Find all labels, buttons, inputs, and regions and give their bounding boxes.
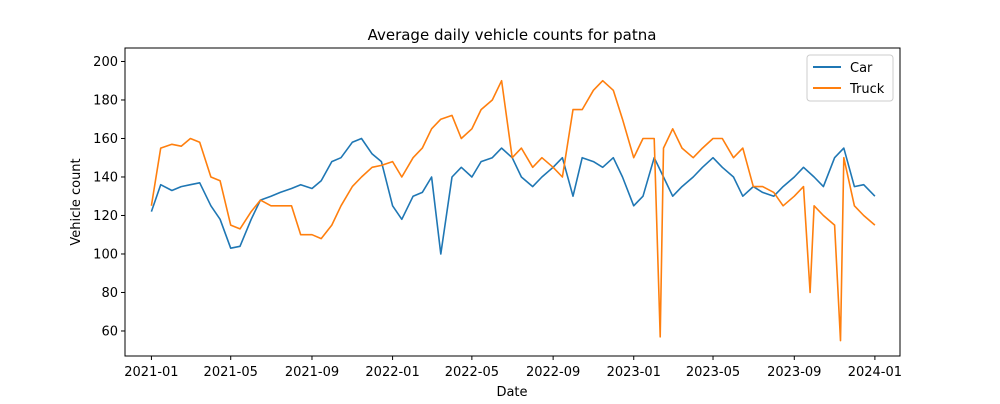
y-tick-label: 200 — [93, 55, 118, 70]
plot-area — [124, 47, 901, 357]
y-tick-label: 100 — [93, 247, 118, 262]
x-tick-label: 2022-01 — [365, 365, 419, 380]
x-tick-label: 2023-01 — [607, 365, 661, 380]
legend: Car Truck — [806, 54, 894, 102]
chart-title: Average daily vehicle counts for patna — [368, 26, 657, 44]
y-axis-label: Vehicle count — [69, 158, 84, 245]
y-tick-label: 80 — [101, 286, 118, 301]
y-axis-ticks: 60 80 100 120 140 160 180 200 — [93, 55, 125, 339]
legend-label-truck: Truck — [849, 82, 885, 97]
y-tick-label: 140 — [93, 170, 118, 185]
y-tick-label: 160 — [93, 132, 118, 147]
y-tick-label: 120 — [93, 209, 118, 224]
x-tick-label: 2021-09 — [285, 365, 339, 380]
plot-background — [125, 48, 900, 356]
x-tick-label: 2021-05 — [204, 365, 258, 380]
plot-frame — [124, 47, 901, 357]
y-tick-label: 180 — [93, 93, 118, 108]
x-tick-label: 2021-01 — [124, 365, 178, 380]
y-tick-label: 60 — [101, 324, 118, 339]
x-tick-label: 2024-01 — [848, 365, 902, 380]
x-tick-label: 2022-05 — [445, 365, 499, 380]
legend-label-car: Car — [850, 61, 873, 76]
x-axis-label: Date — [496, 385, 527, 400]
x-tick-label: 2023-09 — [767, 365, 821, 380]
x-axis-ticks: 2021-01 2021-05 2021-09 2022-01 2022-05 2022-… — [124, 356, 902, 380]
x-tick-label: 2023-05 — [686, 365, 740, 380]
x-tick-label: 2022-09 — [526, 365, 580, 380]
series-line-truck — [150, 79, 876, 342]
